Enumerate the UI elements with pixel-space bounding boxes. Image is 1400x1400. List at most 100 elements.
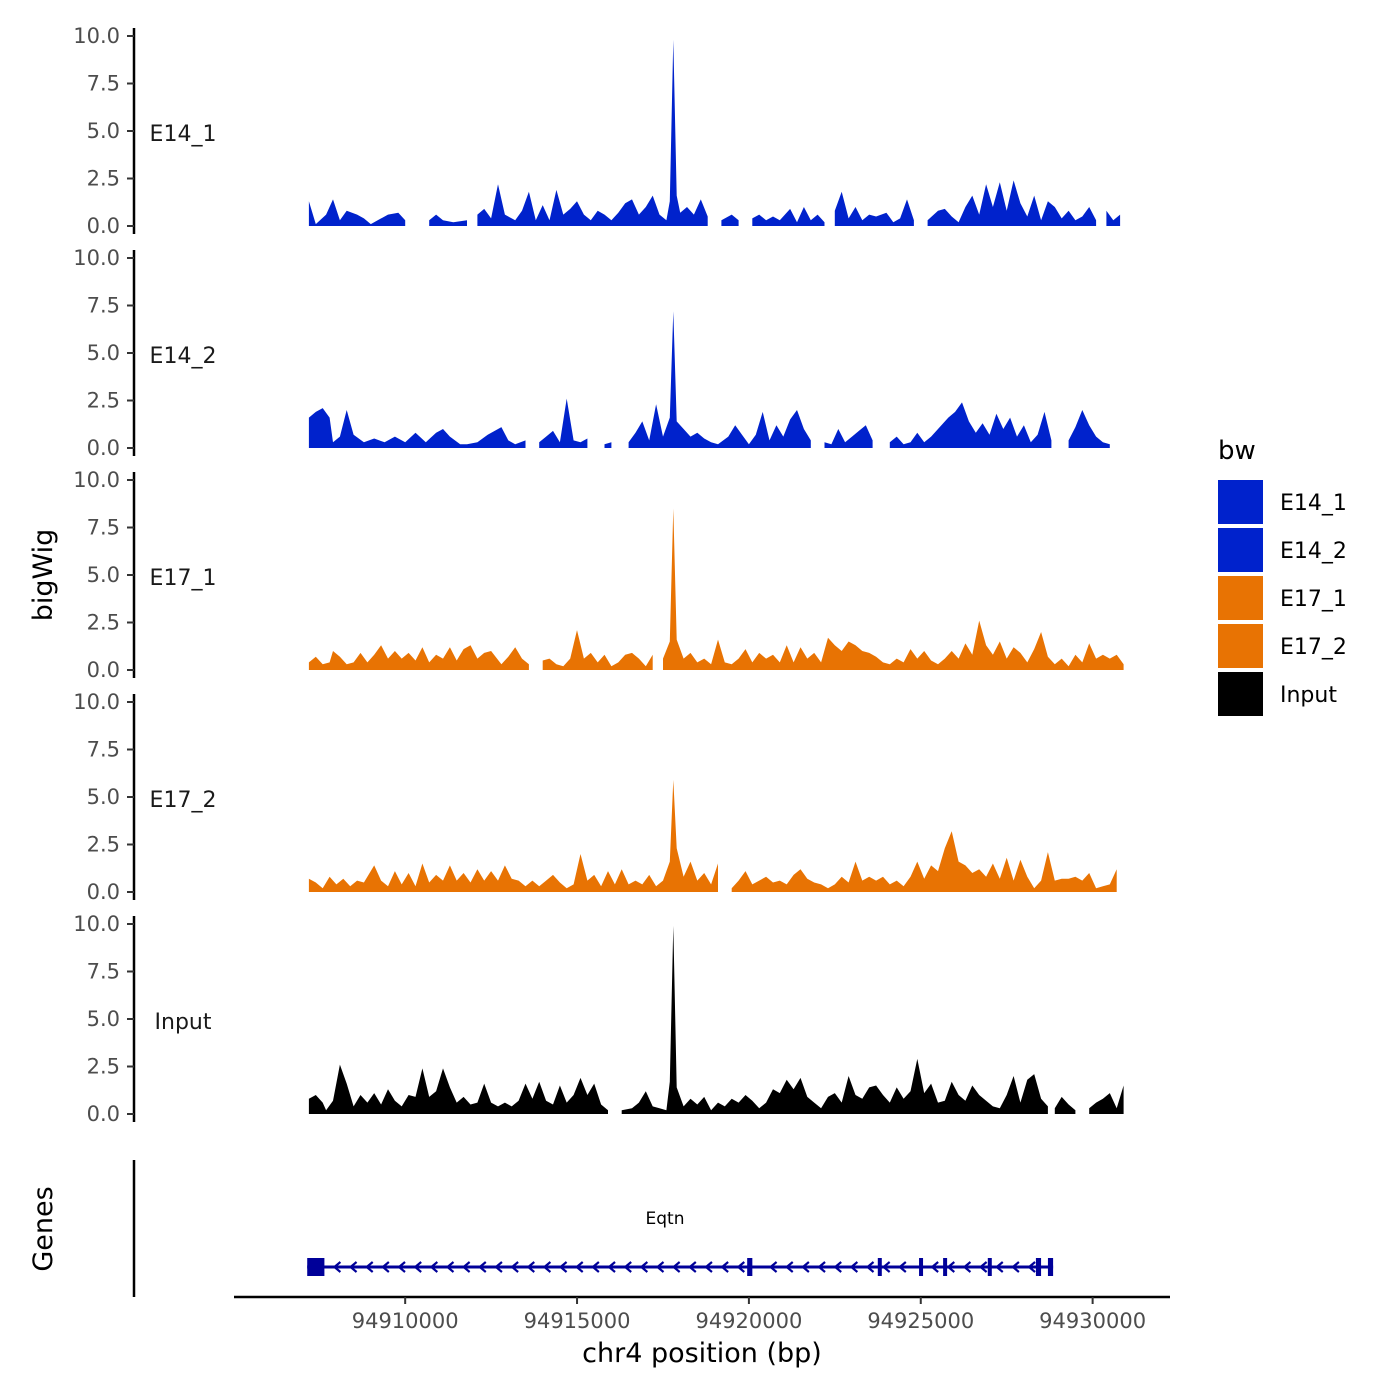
strand-arrow: [995, 1261, 1004, 1273]
y-tick-label: 2.5: [87, 167, 120, 191]
signal-area: [721, 214, 739, 226]
strand-arrow: [801, 1261, 810, 1273]
y-tick-label: 5.0: [87, 785, 120, 809]
gene-exon: [747, 1258, 753, 1276]
signal-area: [542, 630, 653, 670]
strand-arrow: [704, 1261, 713, 1273]
strand-arrow: [558, 1261, 568, 1273]
strand-arrow: [978, 1261, 988, 1273]
legend: bw E14_1 E14_2 E17_1 E17_2 Input: [1218, 436, 1347, 716]
signal-area: [889, 402, 1052, 448]
y-tick-label: 10.0: [73, 468, 120, 492]
x-tick-label: 94920000: [695, 1309, 802, 1333]
strand-arrow: [671, 1261, 681, 1273]
signal-area: [1089, 1085, 1124, 1114]
x-tick-label: 94915000: [524, 1309, 631, 1333]
signal-area: [539, 398, 588, 448]
signal-area: [834, 191, 914, 226]
strand-arrow: [413, 1261, 422, 1273]
track-label: E17_1: [150, 566, 217, 591]
track-input: 0.0 2.5 5.0 7.5 10.0 Input: [73, 912, 1124, 1126]
y-tick-label: 5.0: [87, 341, 120, 365]
gene-exon: [987, 1258, 992, 1276]
signal-area: [1106, 210, 1121, 226]
y-tick-label: 0.0: [87, 436, 120, 460]
strand-arrow: [1011, 1261, 1020, 1273]
strand-arrow: [510, 1261, 519, 1273]
y-tick-label: 5.0: [87, 1007, 120, 1031]
y-tick-label: 0.0: [87, 214, 120, 238]
y-tick-label: 7.5: [87, 294, 120, 318]
track-e14_2: 0.0 2.5 5.0 7.5 10.0 E14_2: [73, 246, 1110, 460]
strand-arrow: [946, 1261, 955, 1273]
strand-arrow: [575, 1261, 584, 1273]
signal-area: [752, 207, 825, 226]
strand-arrow: [364, 1261, 374, 1273]
signal-area: [308, 779, 718, 892]
strand-arrow: [461, 1261, 471, 1273]
strand-arrow: [833, 1261, 842, 1273]
signal-area: [308, 645, 529, 670]
strand-arrow: [348, 1261, 358, 1273]
x-tick-label: 94930000: [1039, 1309, 1146, 1333]
strand-arrow: [881, 1261, 891, 1273]
signal-area: [308, 408, 526, 448]
signal-area: [477, 39, 708, 226]
legend-label: E14_1: [1280, 491, 1347, 516]
signal-area: [663, 508, 1124, 670]
strand-arrow: [688, 1261, 697, 1273]
x-axis-title: chr4 position (bp): [582, 1338, 822, 1369]
strand-arrow: [445, 1261, 455, 1273]
strand-arrow: [381, 1261, 390, 1273]
legend-swatch: [1218, 672, 1263, 716]
y-tick-label: 5.0: [87, 563, 120, 587]
bigwig-tracks: 0.0 2.5 5.0 7.5 10.0 E14_1 0.0 2.5 5.0 7.5 10.0 E14…: [73, 24, 1124, 1126]
track-e17_1: 0.0 2.5 5.0 7.5 10.0 E17_1: [73, 468, 1124, 682]
strand-arrow: [494, 1261, 503, 1273]
legend-swatch: [1218, 576, 1263, 620]
signal-area: [308, 1064, 608, 1114]
strand-arrow: [865, 1261, 875, 1273]
strand-arrow: [542, 1261, 552, 1273]
y-tick-label: 2.5: [87, 611, 120, 635]
y-tick-label: 7.5: [87, 738, 120, 762]
strand-arrow: [591, 1261, 600, 1273]
legend-label: Input: [1280, 683, 1337, 708]
y-tick-label: 10.0: [73, 912, 120, 936]
y-tick-label: 7.5: [87, 960, 120, 984]
gene-exon: [307, 1258, 325, 1276]
strand-arrow: [429, 1261, 439, 1273]
track-label: E14_2: [150, 344, 217, 369]
y-tick-label: 10.0: [73, 690, 120, 714]
genes-axis-title: Genes: [28, 1186, 59, 1271]
signal-area: [927, 180, 1097, 226]
track-label: E14_1: [150, 122, 217, 147]
strand-arrow: [639, 1261, 649, 1273]
gene-exon: [1047, 1258, 1054, 1276]
gene-exon: [943, 1258, 948, 1276]
y-tick-label: 0.0: [87, 658, 120, 682]
gene-model: [307, 1258, 1054, 1276]
signal-area: [824, 425, 873, 448]
strand-arrow: [526, 1261, 535, 1273]
strand-arrow: [607, 1261, 616, 1273]
signal-area: [1054, 1096, 1076, 1114]
y-tick-label: 0.0: [87, 880, 120, 904]
track-label: E17_2: [150, 788, 217, 813]
y-tick-label: 2.5: [87, 389, 120, 413]
legend-swatch: [1218, 624, 1263, 668]
strand-arrow: [1027, 1261, 1036, 1273]
strand-arrow: [930, 1261, 939, 1273]
y-tick-label: 10.0: [73, 24, 120, 48]
strand-arrow: [898, 1261, 907, 1273]
signal-area: [308, 199, 406, 226]
strand-arrow: [478, 1261, 487, 1273]
y-tick-label: 10.0: [73, 246, 120, 270]
legend-label: E17_1: [1280, 587, 1347, 612]
gene-exon: [919, 1258, 924, 1276]
strand-arrow: [768, 1261, 778, 1273]
track-label: Input: [155, 1010, 212, 1035]
legend-label: E17_2: [1280, 635, 1347, 660]
strand-arrow: [817, 1261, 826, 1273]
